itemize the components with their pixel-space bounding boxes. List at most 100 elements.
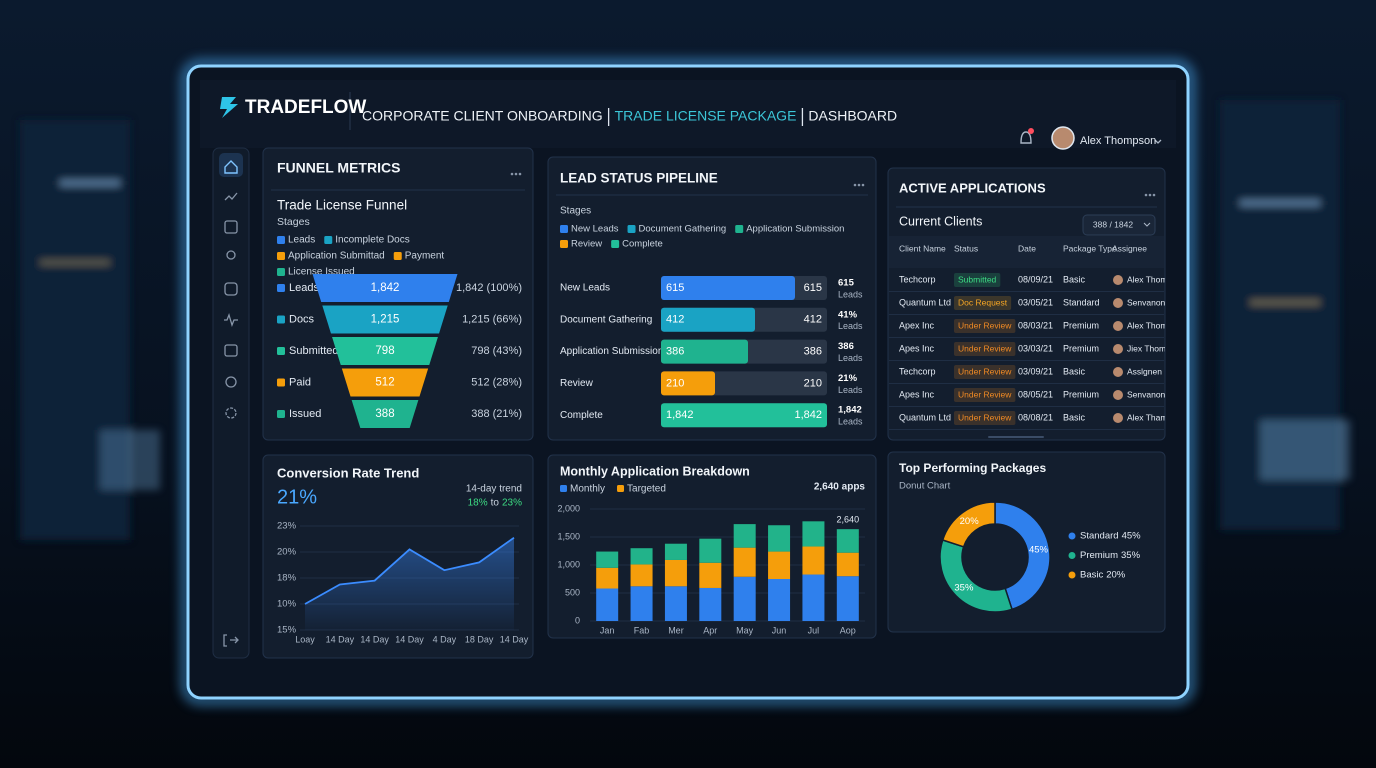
- settings-icon[interactable]: [225, 407, 237, 419]
- status-badge: [954, 411, 1016, 425]
- chart-title: Top Performing Packages: [899, 461, 1046, 475]
- cell-date: 03/03/21: [1018, 343, 1053, 353]
- trend-range: 23%: [502, 498, 522, 509]
- cell-client: Apes Inc: [899, 343, 935, 353]
- status-label: Under Review: [958, 389, 1012, 399]
- pipeline-bar: [661, 339, 748, 364]
- legend-swatch: [277, 252, 285, 260]
- cell-assignee: Jiex Thom: [1127, 343, 1166, 353]
- slice-label: 35%: [954, 583, 974, 594]
- user-avatar[interactable]: [1051, 126, 1075, 150]
- user-menu-chevron[interactable]: [1154, 139, 1162, 144]
- legend-label: Targeted: [627, 484, 666, 495]
- x-tick-label: Fab: [634, 625, 650, 635]
- pipeline-bar-label: 615: [666, 282, 684, 294]
- cell-package: Basic: [1063, 274, 1086, 284]
- pipeline-bar: [661, 403, 827, 428]
- cell-package: Premium: [1063, 320, 1099, 330]
- brand-name: TRADEFLOW: [245, 97, 366, 118]
- panel-title: ACTIVE APPLICATIONS: [899, 180, 1046, 195]
- pipeline-end-label: 1,842: [794, 409, 822, 421]
- pipeline-bar-label: 412: [666, 314, 684, 326]
- bell-icon[interactable]: [1020, 131, 1032, 144]
- cell-client: Apes Inc: [899, 389, 935, 399]
- bar-segment: [768, 551, 791, 579]
- more-dot[interactable]: [1148, 193, 1152, 197]
- legend-value: 35%: [1121, 550, 1141, 561]
- status-label: Under Review: [958, 343, 1012, 353]
- users-icon[interactable]: [226, 250, 236, 260]
- bar-segment: [733, 576, 756, 621]
- breadcrumb-item: CORPORATE CLIENT ONBOARDING: [362, 108, 603, 124]
- legend-label: Document Gathering: [639, 224, 727, 235]
- cell-client: Apex Inc: [899, 320, 935, 330]
- monitor-glow: [1260, 420, 1350, 480]
- legend-label: Payment: [405, 251, 445, 262]
- cell-client: Quantum Ltd: [899, 297, 951, 307]
- pipeline-stat: 41%: [838, 309, 858, 320]
- total-label: 2,640 apps: [814, 482, 866, 493]
- cell-assignee: Alex Thom: [1127, 274, 1167, 284]
- panel-subtitle: Current Clients: [899, 214, 982, 228]
- more-dot[interactable]: [853, 183, 857, 187]
- x-tick-label: Loay: [295, 634, 315, 644]
- x-tick-label: 14 Day: [395, 634, 424, 644]
- more-dot[interactable]: [518, 172, 522, 176]
- more-dot[interactable]: [861, 183, 865, 187]
- more-menus[interactable]: [510, 172, 1156, 197]
- trend-icon[interactable]: [224, 192, 238, 201]
- legend-swatch: [560, 485, 567, 492]
- legend-swatch: [560, 225, 568, 233]
- pager[interactable]: [1082, 214, 1156, 236]
- breadcrumb-item: TRADE LICENSE PACKAGE: [615, 108, 797, 124]
- more-dot[interactable]: [510, 172, 514, 176]
- chat-icon[interactable]: [225, 376, 237, 388]
- donut-slice: [941, 501, 996, 548]
- notification-dot: [1028, 128, 1034, 134]
- y-tick-label: 15%: [277, 625, 297, 636]
- pipeline-bar-label: 1,842: [666, 409, 694, 421]
- pipeline-label: Document Gathering: [560, 314, 652, 325]
- pipeline-end-label: 615: [804, 282, 822, 294]
- legend-swatch: [627, 225, 636, 233]
- legend-label: New Leads: [571, 224, 619, 235]
- x-tick-label: 18 Day: [465, 634, 494, 644]
- activity-icon[interactable]: [224, 313, 238, 327]
- docs-icon[interactable]: [224, 220, 238, 234]
- legend-swatch: [277, 268, 285, 276]
- more-dot[interactable]: [514, 172, 518, 176]
- x-tick-label: Aop: [840, 625, 856, 635]
- more-dot[interactable]: [1144, 193, 1148, 197]
- cell-package: Basic: [1063, 412, 1086, 422]
- bar-segment: [768, 525, 791, 552]
- bar-segment: [699, 562, 722, 588]
- chart-title: Monthly Application Breakdown: [560, 464, 750, 478]
- bar-segment: [596, 567, 619, 589]
- monitor-glow: [100, 430, 160, 490]
- status-badge: [954, 342, 1016, 356]
- cell-date: 03/09/21: [1018, 366, 1053, 376]
- pipeline-unit: Leads: [838, 353, 863, 363]
- funnel-segment: [312, 274, 458, 302]
- logout-icon[interactable]: [223, 634, 239, 647]
- tasks-icon[interactable]: [224, 282, 238, 296]
- pipeline-label: Application Submission: [560, 346, 663, 357]
- column-header: Assignee: [1112, 243, 1147, 253]
- home-icon[interactable]: [224, 160, 238, 174]
- assignee-avatar: [1113, 298, 1123, 308]
- bar-segment: [733, 524, 756, 548]
- x-tick-label: 14 Day: [360, 634, 389, 644]
- bar-segment: [596, 551, 619, 568]
- more-dot[interactable]: [1152, 193, 1156, 197]
- cell-client: Techcorp: [899, 366, 936, 376]
- status-badge: [954, 273, 1001, 287]
- more-dot[interactable]: [857, 183, 861, 187]
- pipeline-bar: [661, 371, 715, 396]
- calendar-icon[interactable]: [224, 344, 238, 357]
- bar-annotation: 2,640: [837, 515, 860, 525]
- frame-glow: [182, 60, 1194, 704]
- bar-segment: [802, 521, 825, 547]
- y-tick-label: 0: [575, 615, 580, 625]
- user-name: Alex Thompson: [1080, 135, 1156, 147]
- chart-title: Conversion Rate Trend: [277, 465, 419, 480]
